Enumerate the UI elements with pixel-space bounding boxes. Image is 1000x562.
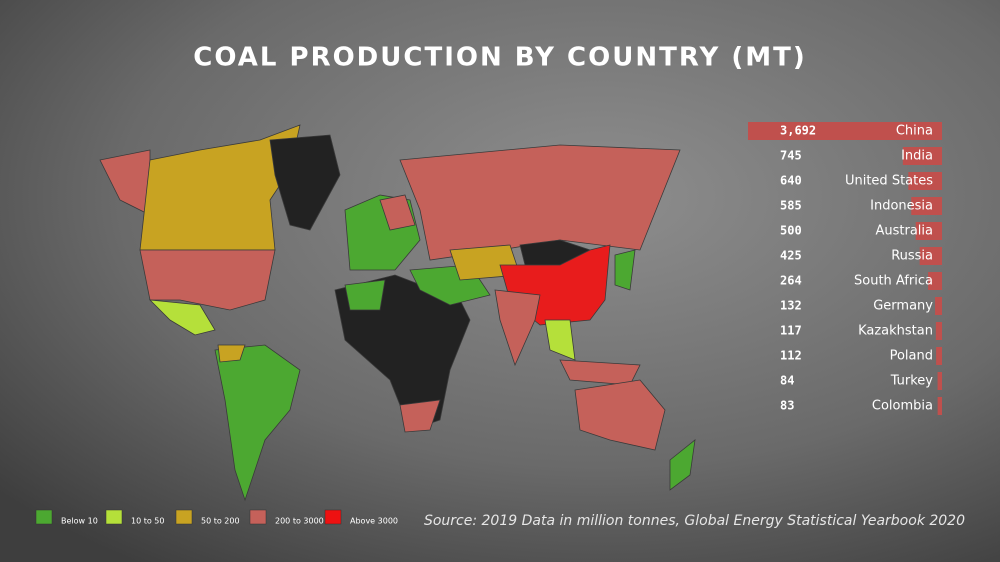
- bar: [748, 122, 942, 140]
- category-label: Russia: [891, 249, 933, 264]
- value-label: 745: [780, 149, 802, 163]
- category-label: Australia: [875, 224, 933, 239]
- ranking: 3,692 China 745 India 640 United States 585 Ind…: [748, 122, 942, 415]
- bar: [902, 147, 942, 165]
- legend-label: 200 to 3000: [275, 517, 324, 526]
- bar: [928, 272, 942, 290]
- legend-swatch: [175, 509, 193, 525]
- bar: [919, 247, 942, 265]
- value-label: 640: [780, 174, 802, 188]
- chart-title: COAL PRODUCTION BY COUNTRY (MT): [193, 43, 806, 73]
- value-label: 425: [780, 249, 802, 263]
- category-label: Germany: [873, 299, 933, 314]
- bar: [935, 297, 942, 315]
- legend-swatch: [105, 509, 123, 525]
- value-label: 84: [780, 374, 794, 388]
- category-label: Colombia: [872, 399, 933, 414]
- legend-label: Above 3000: [350, 517, 398, 526]
- bar: [915, 222, 942, 240]
- value-label: 112: [780, 349, 802, 363]
- category-label: India: [901, 149, 933, 164]
- category-label: South Africa: [854, 274, 933, 289]
- bar: [935, 322, 942, 340]
- world-map: [99, 124, 696, 502]
- legend-swatch: [35, 509, 53, 525]
- value-label: 585: [780, 199, 802, 213]
- legend-swatch: [324, 509, 342, 525]
- source-note: Source: 2019 Data in million tonnes, Glo…: [424, 513, 965, 529]
- category-label: Turkey: [890, 374, 934, 389]
- legend-swatch: [249, 509, 267, 525]
- category-label: Kazakhstan: [858, 324, 933, 339]
- legend-label: 50 to 200: [201, 517, 240, 526]
- value-label: 500: [780, 224, 802, 238]
- bar: [937, 397, 942, 415]
- category-label: United States: [845, 174, 933, 189]
- bar: [937, 372, 942, 390]
- category-label: Poland: [890, 349, 933, 364]
- value-label: 117: [780, 324, 802, 338]
- value-label: 3,692: [780, 124, 816, 138]
- legend: Below 10 10 to 50 50 to 200 200 to 3000 Abov…: [35, 509, 398, 526]
- bar: [908, 172, 942, 190]
- legend-label: 10 to 50: [131, 517, 164, 526]
- legend-label: Below 10: [61, 517, 98, 526]
- value-label: 264: [780, 274, 802, 288]
- bar: [936, 347, 942, 365]
- category-label: China: [896, 124, 933, 139]
- value-label: 132: [780, 299, 802, 313]
- value-label: 83: [780, 399, 794, 413]
- category-label: Indonesia: [870, 199, 933, 214]
- bar: [911, 197, 942, 215]
